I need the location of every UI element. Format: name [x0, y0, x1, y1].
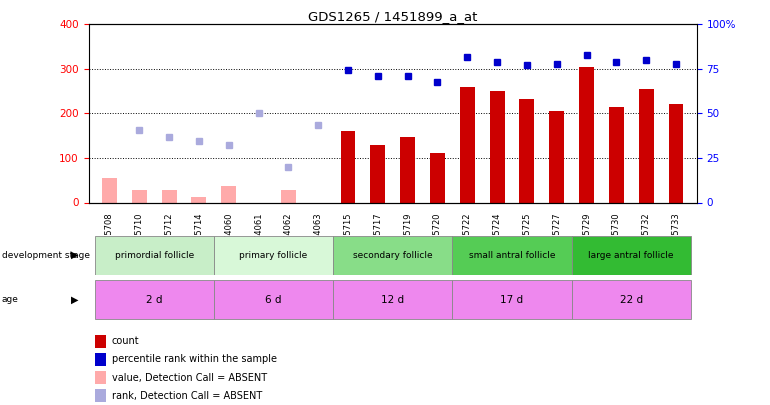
Bar	[490, 91, 504, 202]
Bar	[370, 145, 385, 202]
Bar	[214, 280, 333, 319]
Bar	[95, 280, 214, 319]
Bar	[95, 335, 105, 348]
Bar	[95, 353, 105, 366]
Text: value, Detection Call = ABSENT: value, Detection Call = ABSENT	[112, 373, 266, 383]
Text: 12 d: 12 d	[381, 295, 404, 305]
Text: primordial follicle: primordial follicle	[115, 251, 194, 260]
Bar	[668, 104, 684, 202]
Bar	[95, 236, 214, 275]
Text: primary follicle: primary follicle	[239, 251, 307, 260]
Bar	[132, 190, 147, 202]
Bar	[214, 236, 333, 275]
Bar	[333, 280, 452, 319]
Bar	[579, 66, 594, 202]
Text: 2 d: 2 d	[146, 295, 162, 305]
Bar	[340, 131, 356, 202]
Bar	[281, 190, 296, 202]
Bar	[430, 153, 445, 202]
Bar	[333, 236, 452, 275]
Title: GDS1265 / 1451899_a_at: GDS1265 / 1451899_a_at	[308, 10, 477, 23]
Bar	[452, 280, 571, 319]
Bar	[95, 389, 105, 403]
Text: rank, Detection Call = ABSENT: rank, Detection Call = ABSENT	[112, 391, 262, 401]
Bar	[609, 107, 624, 202]
Bar	[192, 197, 206, 202]
Bar	[460, 87, 474, 202]
Bar	[520, 99, 534, 202]
Bar	[102, 178, 117, 202]
Text: secondary follicle: secondary follicle	[353, 251, 433, 260]
Text: age: age	[2, 295, 18, 304]
Bar	[638, 89, 654, 202]
Text: small antral follicle: small antral follicle	[469, 251, 555, 260]
Text: ▶: ▶	[71, 250, 79, 260]
Bar	[162, 190, 176, 202]
Bar	[549, 111, 564, 202]
Text: development stage: development stage	[2, 251, 89, 260]
Bar	[400, 136, 415, 202]
Text: 17 d: 17 d	[500, 295, 524, 305]
Bar	[571, 280, 691, 319]
Text: large antral follicle: large antral follicle	[588, 251, 674, 260]
Text: count: count	[112, 336, 139, 346]
Bar	[452, 236, 571, 275]
Bar	[221, 185, 236, 202]
Text: percentile rank within the sample: percentile rank within the sample	[112, 354, 276, 364]
Text: ▶: ▶	[71, 295, 79, 305]
Bar	[571, 236, 691, 275]
Bar	[95, 371, 105, 384]
Text: 22 d: 22 d	[620, 295, 643, 305]
Text: 6 d: 6 d	[265, 295, 282, 305]
